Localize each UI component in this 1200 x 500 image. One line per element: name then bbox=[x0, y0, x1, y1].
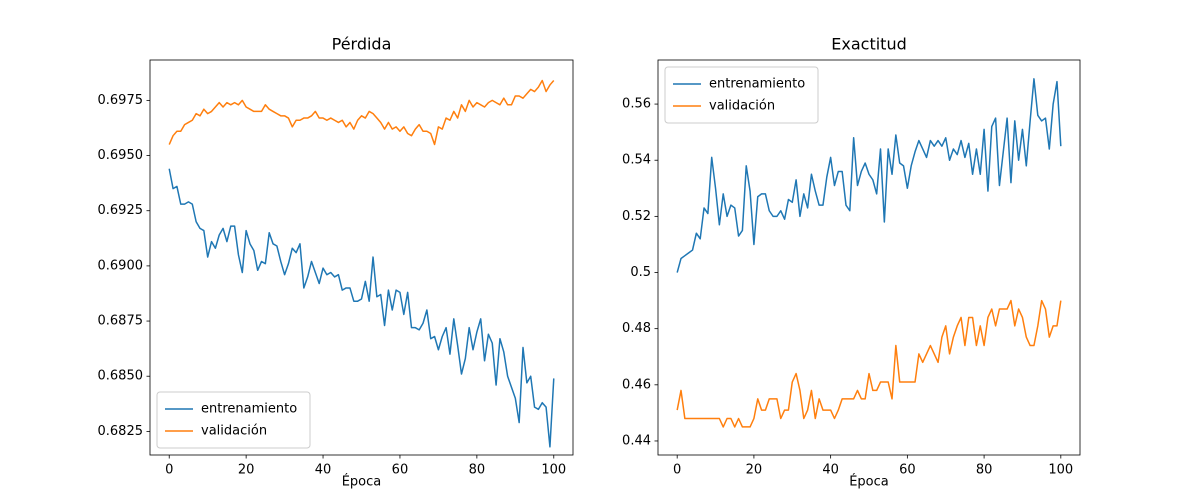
legend-label: entrenamiento bbox=[709, 77, 805, 92]
legend-box bbox=[664, 66, 819, 124]
y-tick-label: 0.44 bbox=[622, 433, 651, 448]
x-tick-label: 60 bbox=[392, 463, 409, 478]
x-tick-label: 40 bbox=[822, 463, 839, 478]
chart-title: Exactitud bbox=[831, 35, 906, 54]
y-tick-label: 0.5 bbox=[630, 265, 651, 280]
y-tick-label: 0.6925 bbox=[98, 203, 144, 218]
y-tick-label: 0.46 bbox=[622, 377, 651, 392]
x-tick-label: 0 bbox=[165, 463, 173, 478]
line-series bbox=[676, 78, 1062, 273]
x-tick-label: 0 bbox=[673, 463, 681, 478]
x-axis-label: Época bbox=[849, 474, 889, 490]
legend-label: validación bbox=[201, 424, 267, 439]
x-axis-label: Época bbox=[342, 474, 382, 490]
y-tick-label: 0.6875 bbox=[98, 314, 144, 329]
x-tick-label: 40 bbox=[315, 463, 332, 478]
x-tick-label: 20 bbox=[746, 463, 763, 478]
legend-label: validación bbox=[709, 99, 775, 114]
y-tick-label: 0.56 bbox=[622, 97, 651, 112]
axes-frame bbox=[657, 59, 1081, 456]
x-tick-label: 60 bbox=[899, 463, 916, 478]
y-tick-label: 0.52 bbox=[622, 209, 651, 224]
y-tick-label: 0.48 bbox=[622, 321, 651, 336]
x-tick-label: 20 bbox=[238, 463, 255, 478]
x-tick-label: 100 bbox=[541, 463, 566, 478]
line-series bbox=[676, 299, 1062, 428]
y-tick-label: 0.6975 bbox=[98, 93, 144, 108]
y-tick-label: 0.6850 bbox=[98, 369, 144, 384]
line-series bbox=[168, 79, 555, 146]
y-tick-label: 0.6900 bbox=[98, 258, 144, 273]
x-tick-label: 80 bbox=[469, 463, 486, 478]
legend-box bbox=[156, 391, 311, 449]
line-series bbox=[168, 168, 555, 448]
y-tick-label: 0.6825 bbox=[98, 424, 144, 439]
y-tick-label: 0.6950 bbox=[98, 148, 144, 163]
y-tick-label: 0.54 bbox=[622, 153, 651, 168]
axes-frame bbox=[149, 59, 574, 456]
plot-area bbox=[150, 60, 573, 455]
plot-area bbox=[658, 60, 1080, 455]
chart-title: Pérdida bbox=[332, 35, 392, 54]
legend-label: entrenamiento bbox=[201, 402, 297, 417]
x-tick-label: 100 bbox=[1048, 463, 1073, 478]
x-tick-label: 80 bbox=[976, 463, 993, 478]
